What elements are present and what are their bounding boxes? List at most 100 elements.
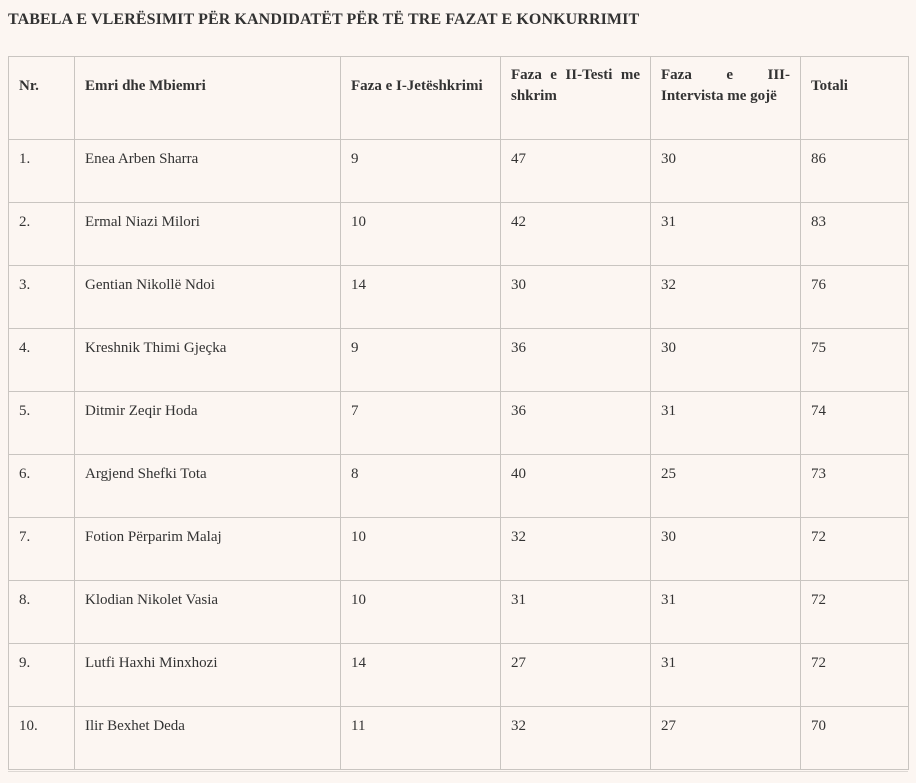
phase1-score-cell: 10 (340, 202, 501, 266)
cell-text: 4. (19, 339, 31, 356)
cell-text: 9 (351, 339, 359, 356)
phase3-score-cell: 31 (650, 391, 801, 455)
cell-text: 31 (661, 213, 676, 230)
cell-text: Klodian Nikolet Vasia (85, 591, 219, 608)
cell-text: 72 (811, 654, 826, 671)
phase2-score-cell: 30 (500, 265, 651, 329)
cell-text: 27 (661, 717, 676, 734)
candidate-name-cell: Gentian Nikollë Ndoi (74, 265, 341, 329)
phase3-score-cell: 31 (650, 202, 801, 266)
cell-text: Ermal Niazi Milori (85, 213, 200, 230)
phase3-score-cell: 30 (650, 517, 801, 581)
cell-text: 11 (351, 717, 366, 734)
cell-text: 9 (351, 150, 359, 167)
table-row: 3. Gentian Nikollë Ndoi 14 30 32 76 (8, 265, 909, 329)
cell-text: 30 (661, 528, 676, 545)
cell-text: Enea Arben Sharra (85, 150, 199, 167)
table-row: 2. Ermal Niazi Milori 10 42 31 83 (8, 202, 909, 266)
total-score-cell: 76 (800, 265, 909, 329)
table-row: 10. Ilir Bexhet Deda 11 32 27 70 (8, 706, 909, 770)
row-number-cell: 5. (8, 391, 75, 455)
cell-text: 47 (511, 150, 526, 167)
cell-text: 1. (19, 150, 31, 167)
cell-text: 10 (351, 528, 366, 545)
phase3-score-cell: 30 (650, 139, 801, 203)
col-header-total: Totali (800, 56, 909, 140)
cell-text: 31 (661, 654, 676, 671)
phase3-score-cell: 31 (650, 643, 801, 707)
cell-text: 27 (511, 654, 526, 671)
row-number-cell: 1. (8, 139, 75, 203)
candidate-name-cell: Fotion Përparim Malaj (74, 517, 341, 581)
table-header: Nr. Emri dhe Mbiemri Faza e I-Jetëshkrim… (8, 56, 909, 140)
table-row: 5. Ditmir Zeqir Hoda 7 36 31 74 (8, 391, 909, 455)
cell-text: 73 (811, 465, 826, 482)
cell-text: 7 (351, 402, 359, 419)
phase1-score-cell: 8 (340, 454, 501, 518)
cell-text: 72 (811, 591, 826, 608)
cell-text: 3. (19, 276, 31, 293)
col-header-label: Emri dhe Mbiemri (85, 77, 206, 94)
cell-text: 7. (19, 528, 31, 545)
table-row: 1. Enea Arben Sharra 9 47 30 86 (8, 139, 909, 203)
phase2-score-cell: 31 (500, 580, 651, 644)
phase3-score-cell: 32 (650, 265, 801, 329)
phase1-score-cell: 11 (340, 706, 501, 770)
col-header-nr: Nr. (8, 56, 75, 140)
candidate-name-cell: Lutfi Haxhi Minxhozi (74, 643, 341, 707)
cell-text: 32 (661, 276, 676, 293)
cell-text: 75 (811, 339, 826, 356)
table-row: 6. Argjend Shefki Tota 8 40 25 73 (8, 454, 909, 518)
cell-text: 10. (19, 717, 38, 734)
cell-text: Ditmir Zeqir Hoda (85, 402, 198, 419)
candidate-name-cell: Argjend Shefki Tota (74, 454, 341, 518)
cell-text: 5. (19, 402, 31, 419)
cell-text: 31 (511, 591, 526, 608)
col-header-phase2: Faza e II-Testi me shkrim (500, 56, 651, 140)
cell-text: 31 (661, 591, 676, 608)
cell-text: Lutfi Haxhi Minxhozi (85, 654, 218, 671)
cell-text: 30 (661, 150, 676, 167)
phase2-score-cell: 36 (500, 328, 651, 392)
table-header-row: Nr. Emri dhe Mbiemri Faza e I-Jetëshkrim… (8, 56, 909, 140)
cell-text: Kreshnik Thimi Gjeçka (85, 339, 227, 356)
cell-text: Fotion Përparim Malaj (85, 528, 222, 545)
row-number-cell: 4. (8, 328, 75, 392)
cell-text: 32 (511, 717, 526, 734)
cell-text: 72 (811, 528, 826, 545)
phase3-score-cell: 25 (650, 454, 801, 518)
col-header-name: Emri dhe Mbiemri (74, 56, 341, 140)
cell-text: 31 (661, 402, 676, 419)
col-header-label: Nr. (19, 77, 39, 94)
cell-text: 30 (661, 339, 676, 356)
cell-text: 42 (511, 213, 526, 230)
table-body: 1. Enea Arben Sharra 9 47 30 86 2. Ermal Niazi … (8, 139, 909, 770)
evaluation-table-wrapper: Nr. Emri dhe Mbiemri Faza e I-Jetëshkrim… (8, 56, 909, 772)
page-title: TABELA E VLERËSIMIT PËR KANDIDATËT PËR T… (8, 11, 640, 28)
phase2-score-cell: 42 (500, 202, 651, 266)
candidate-name-cell: Kreshnik Thimi Gjeçka (74, 328, 341, 392)
candidate-name-cell: Ilir Bexhet Deda (74, 706, 341, 770)
row-number-cell: 3. (8, 265, 75, 329)
cell-text: 10 (351, 213, 366, 230)
table-row: 8. Klodian Nikolet Vasia 10 31 31 72 (8, 580, 909, 644)
candidate-name-cell: Klodian Nikolet Vasia (74, 580, 341, 644)
cell-text: 86 (811, 150, 826, 167)
phase2-score-cell: 27 (500, 643, 651, 707)
total-score-cell: 72 (800, 643, 909, 707)
row-number-cell: 8. (8, 580, 75, 644)
cell-text: 10 (351, 591, 366, 608)
table-row: 9. Lutfi Haxhi Minxhozi 14 27 31 72 (8, 643, 909, 707)
cell-text: 6. (19, 465, 31, 482)
phase2-score-cell: 32 (500, 706, 651, 770)
phase1-score-cell: 7 (340, 391, 501, 455)
col-header-label: Totali (811, 77, 848, 94)
table-row: 4. Kreshnik Thimi Gjeçka 9 36 30 75 (8, 328, 909, 392)
phase2-score-cell: 32 (500, 517, 651, 581)
row-number-cell: 7. (8, 517, 75, 581)
phase1-score-cell: 10 (340, 580, 501, 644)
cell-text: 36 (511, 339, 526, 356)
col-header-label: Faza e III-Intervista me gojë (661, 67, 790, 104)
col-header-label: Faza e I-Jetëshkrimi (351, 77, 483, 94)
cell-text: 36 (511, 402, 526, 419)
